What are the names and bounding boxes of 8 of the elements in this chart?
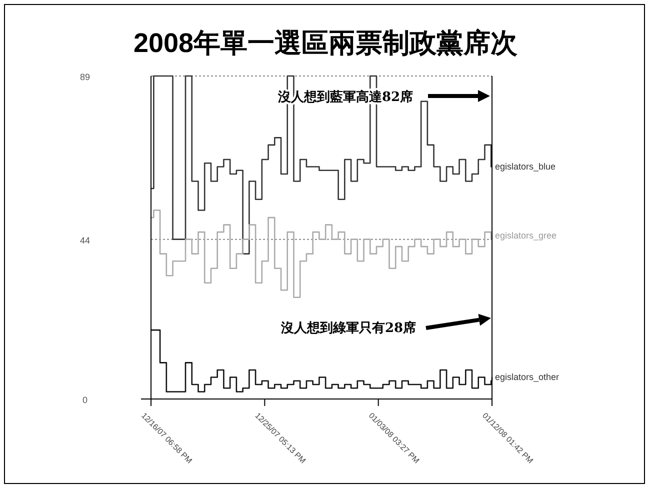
y-tick-label: 0: [82, 395, 88, 405]
y-tick-label: 44: [80, 235, 90, 246]
series-label: egislators_other: [495, 372, 560, 382]
y-tick-label: 89: [80, 72, 90, 82]
series-label: egislators_gree: [495, 230, 557, 241]
chart-title: 2008年單一選區兩票制政黨席次: [133, 28, 519, 58]
annotation: 沒人想到綠軍只有28席: [280, 320, 416, 336]
series-label: egislators_blue: [495, 162, 556, 172]
